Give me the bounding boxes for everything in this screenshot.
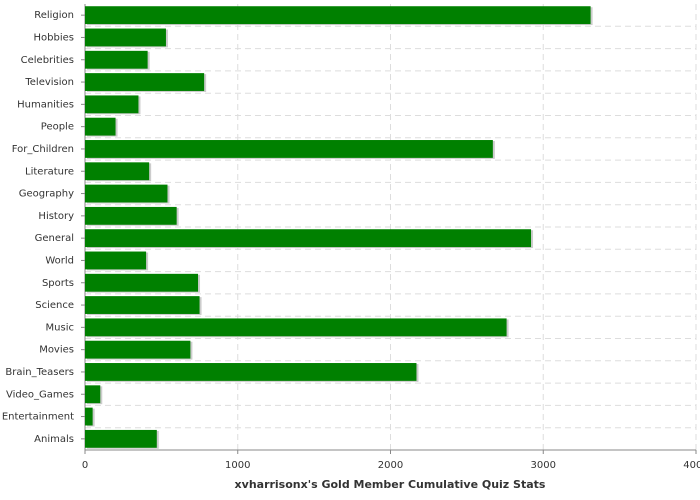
y-tick-label: World xyxy=(45,255,74,266)
y-tick-label: Animals xyxy=(34,434,74,445)
y-tick-label: Literature xyxy=(25,166,74,177)
bar xyxy=(85,6,591,25)
bar xyxy=(85,28,166,47)
x-tick-label: 4000 xyxy=(683,460,700,471)
bar xyxy=(85,206,177,225)
x-axis-label: xvharrisonx's Gold Member Cumulative Qui… xyxy=(235,478,546,491)
y-tick-label: General xyxy=(35,233,74,244)
y-tick-label: People xyxy=(41,122,74,133)
y-tick-label: Humanities xyxy=(17,99,74,110)
y-tick-label: Sports xyxy=(42,278,74,289)
bar xyxy=(85,50,148,69)
y-tick-label: History xyxy=(38,211,74,222)
bar xyxy=(85,273,199,292)
bar xyxy=(85,73,205,91)
bar xyxy=(85,429,157,448)
bar xyxy=(85,407,93,426)
bar xyxy=(85,95,139,114)
y-tick-label: For_Children xyxy=(12,144,74,155)
x-tick-label: 1000 xyxy=(225,460,250,471)
bar xyxy=(85,162,150,181)
x-tick-label: 0 xyxy=(82,460,88,471)
bar xyxy=(85,117,116,136)
y-tick-label: Movies xyxy=(39,345,74,356)
y-tick-label: Geography xyxy=(19,189,74,200)
y-tick-label: Religion xyxy=(34,10,74,21)
bar xyxy=(85,340,191,359)
bar xyxy=(85,140,493,158)
y-tick-label: Entertainment xyxy=(2,412,74,423)
bar xyxy=(85,184,168,203)
bar xyxy=(85,296,200,314)
y-tick-label: Video_Games xyxy=(6,389,74,400)
x-tick-label: 2000 xyxy=(378,460,403,471)
y-tick-label: Brain_Teasers xyxy=(5,367,74,378)
x-tick-label: 3000 xyxy=(531,460,556,471)
y-tick-label: Science xyxy=(35,300,74,311)
y-tick-label: Television xyxy=(24,77,74,88)
y-tick-label: Hobbies xyxy=(34,32,74,43)
bar xyxy=(85,318,507,337)
bar xyxy=(85,385,101,404)
y-tick-label: Celebrities xyxy=(21,55,74,66)
bar xyxy=(85,363,417,381)
bar xyxy=(85,251,147,270)
bar xyxy=(85,229,532,248)
y-tick-label: Music xyxy=(46,322,74,333)
